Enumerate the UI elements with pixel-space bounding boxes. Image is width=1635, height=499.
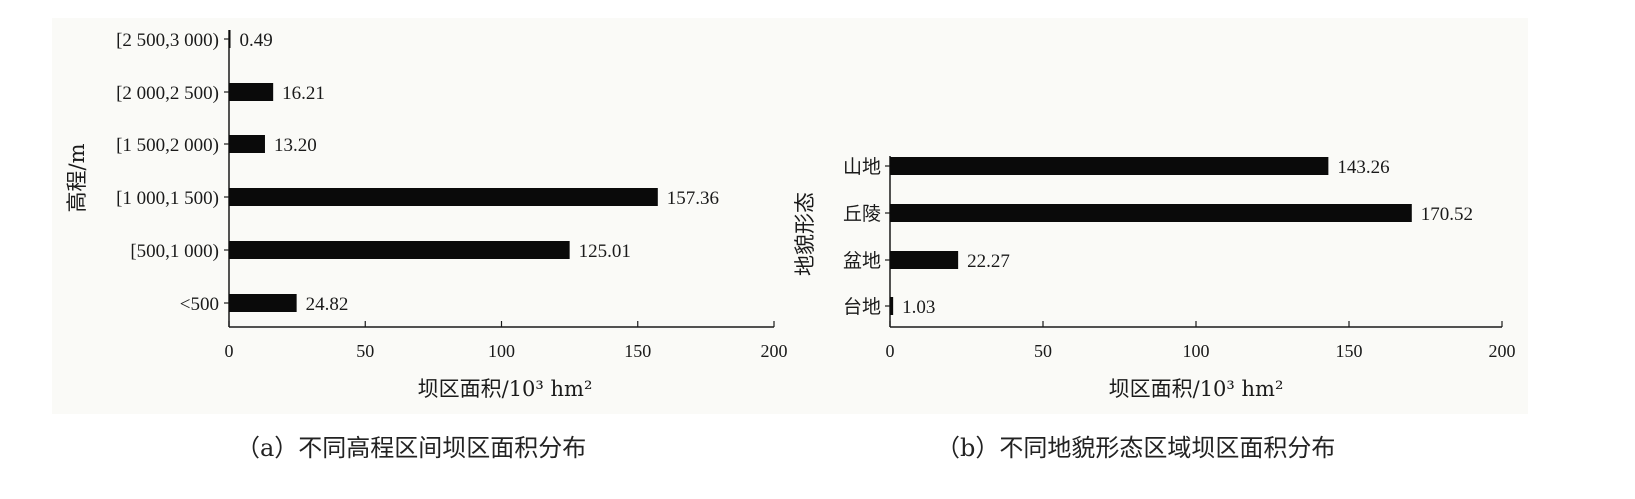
elevation-data-label: 0.49 bbox=[240, 30, 273, 51]
elevation-category-label: [1 500,2 000) bbox=[116, 135, 219, 156]
landform-bar bbox=[890, 204, 1412, 222]
elevation-bar bbox=[229, 30, 231, 48]
elevation-bar bbox=[229, 188, 658, 206]
landform-x-tick-label: 100 bbox=[1183, 341, 1210, 361]
elevation-bar bbox=[229, 241, 570, 259]
landform-data-label: 143.26 bbox=[1337, 157, 1389, 178]
landform-bar bbox=[890, 157, 1329, 175]
elevation-data-label: 125.01 bbox=[579, 241, 631, 262]
landform-x-tick-label: 0 bbox=[886, 341, 895, 361]
elevation-category-label: <500 bbox=[180, 294, 219, 315]
landform-y-axis-title: 地貌形态 bbox=[793, 192, 817, 276]
elevation-data-label: 24.82 bbox=[306, 294, 349, 315]
landform-category-label: 山地 bbox=[843, 156, 881, 178]
elevation-x-tick-label: 200 bbox=[761, 341, 788, 361]
panel-b-caption: （b）不同地貌形态区域坝区面积分布 bbox=[936, 434, 1336, 462]
elevation-category-label: [1 000,1 500) bbox=[116, 188, 219, 209]
elevation-category-label: [2 500,3 000) bbox=[116, 30, 219, 51]
landform-data-label: 22.27 bbox=[967, 251, 1010, 272]
landform-data-label: 1.03 bbox=[902, 297, 935, 318]
landform-x-tick-label: 150 bbox=[1336, 341, 1363, 361]
elevation-category-label: [500,1 000) bbox=[130, 241, 219, 262]
elevation-x-tick-label: 100 bbox=[488, 341, 515, 361]
landform-data-label: 170.52 bbox=[1421, 204, 1473, 225]
panel-a-background bbox=[52, 18, 792, 414]
elevation-bar bbox=[229, 294, 297, 312]
landform-x-tick-label: 200 bbox=[1489, 341, 1516, 361]
elevation-x-tick-label: 150 bbox=[624, 341, 651, 361]
landform-bar bbox=[890, 297, 894, 315]
landform-x-axis-title: 坝区面积/10³ hm² bbox=[1109, 377, 1284, 401]
elevation-bar bbox=[229, 83, 274, 101]
landform-category-label: 盆地 bbox=[843, 250, 881, 272]
elevation-data-label: 157.36 bbox=[667, 188, 719, 209]
elevation-bar bbox=[229, 135, 265, 153]
landform-bar bbox=[890, 251, 959, 269]
landform-category-label: 台地 bbox=[843, 296, 881, 318]
elevation-x-tick-label: 50 bbox=[356, 341, 374, 361]
landform-x-tick-label: 50 bbox=[1034, 341, 1052, 361]
elevation-category-label: [2 000,2 500) bbox=[116, 83, 219, 104]
landform-category-label: 丘陵 bbox=[843, 203, 881, 225]
elevation-data-label: 16.21 bbox=[282, 83, 325, 104]
elevation-x-axis-title: 坝区面积/10³ hm² bbox=[418, 377, 593, 401]
elevation-y-axis-title: 高程/m bbox=[65, 143, 89, 212]
panel-a-caption: （a）不同高程区间坝区面积分布 bbox=[236, 434, 587, 462]
elevation-data-label: 13.20 bbox=[274, 135, 317, 156]
elevation-x-tick-label: 0 bbox=[225, 341, 234, 361]
